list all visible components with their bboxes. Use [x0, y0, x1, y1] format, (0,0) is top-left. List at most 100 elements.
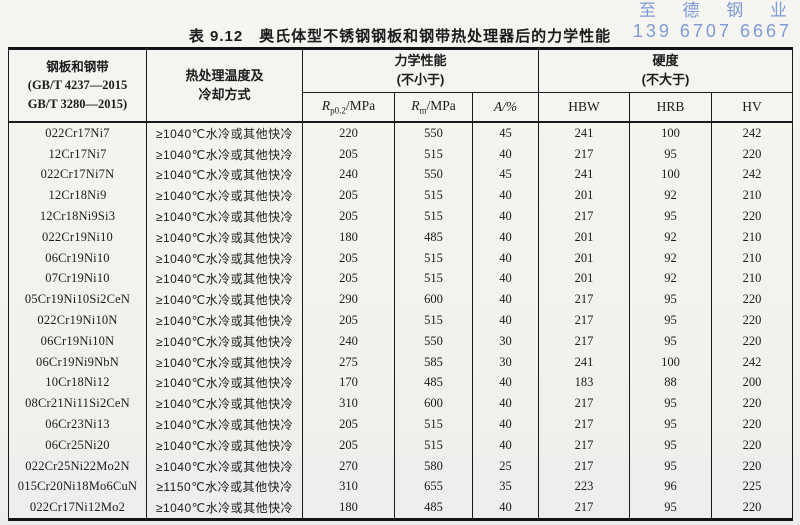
cell-hbw: 217 [538, 143, 630, 165]
cell-rm: 515 [394, 185, 473, 207]
rm-unit: /MPa [426, 98, 456, 114]
header-hrb: HRB [629, 92, 712, 123]
cell-elongation: 40 [472, 206, 539, 227]
cell-elongation: 40 [472, 143, 539, 165]
page-title: 表 9.12 奥氏体型不锈钢钢板和钢带热处理器后的力学性能 [188, 28, 612, 45]
cell-treatment: ≥1040℃水冷或其他快冷 [146, 206, 303, 227]
cell-treatment: ≥1040℃水冷或其他快冷 [146, 434, 303, 456]
cell-rm: 550 [394, 330, 473, 352]
cell-treatment: ≥1040℃水冷或其他快冷 [146, 143, 303, 165]
cell-treatment: ≥1040℃水冷或其他快冷 [146, 289, 303, 311]
cell-hv: 225 [710, 476, 794, 498]
table-row: 12Cr18Ni9Si3 ≥1040℃水冷或其他快冷 205 515 40 21… [8, 206, 794, 227]
cell-hbw: 241 [538, 164, 630, 186]
cell-grade: 022Cr17Ni12Mo2 [8, 497, 147, 520]
cell-elongation: 45 [472, 122, 539, 144]
cell-hbw: 241 [538, 122, 630, 144]
cell-elongation: 40 [472, 414, 539, 435]
cell-treatment: ≥1040℃水冷或其他快冷 [146, 226, 303, 248]
cell-hrb: 95 [629, 206, 712, 227]
cell-hbw: 217 [538, 289, 630, 311]
cell-elongation: 40 [472, 289, 539, 311]
table-row: 06Cr25Ni20 ≥1040℃水冷或其他快冷 205 515 40 217 … [8, 434, 794, 456]
cell-hbw: 217 [538, 206, 630, 227]
cell-hv: 242 [710, 351, 794, 373]
cell-grade: 022Cr25Ni22Mo2N [8, 455, 147, 477]
header-hv: HV [710, 92, 794, 123]
cell-rm: 515 [394, 206, 473, 227]
watermark-phone: 139 6707 6667 [632, 20, 792, 41]
header-mechanical-line2: (不小于) [396, 72, 445, 87]
cell-rp02: 205 [302, 143, 395, 165]
cell-hv: 220 [710, 206, 794, 227]
cell-hrb: 95 [629, 434, 712, 456]
cell-treatment: ≥1040℃水冷或其他快冷 [146, 414, 303, 435]
cell-hv: 242 [710, 164, 794, 186]
cell-hrb: 96 [629, 476, 712, 498]
cell-grade: 12Cr18Ni9Si3 [8, 206, 147, 227]
table-row: 06Cr23Ni13 ≥1040℃水冷或其他快冷 205 515 40 217 … [8, 414, 794, 435]
cell-grade: 06Cr19Ni9NbN [8, 351, 147, 373]
cell-treatment: ≥1040℃水冷或其他快冷 [146, 393, 303, 415]
cell-treatment: ≥1150℃水冷或其他快冷 [146, 476, 303, 498]
cell-hbw: 241 [538, 351, 630, 373]
cell-hbw: 223 [538, 476, 630, 498]
cell-hrb: 92 [629, 247, 712, 269]
table-row: 022Cr17Ni7N ≥1040℃水冷或其他快冷 240 550 45 241… [8, 164, 794, 186]
table-row: 022Cr19Ni10 ≥1040℃水冷或其他快冷 180 485 40 201… [8, 226, 794, 248]
cell-rm: 580 [394, 455, 473, 477]
table-row: 022Cr19Ni10N ≥1040℃水冷或其他快冷 205 515 40 21… [8, 310, 794, 331]
cell-hrb: 95 [629, 455, 712, 477]
cell-hv: 220 [710, 414, 794, 435]
table-row: 10Cr18Ni12 ≥1040℃水冷或其他快冷 170 485 40 183 … [8, 372, 794, 394]
cell-rm: 485 [394, 372, 473, 394]
cell-hv: 220 [710, 497, 794, 520]
cell-rm: 600 [394, 289, 473, 311]
cell-grade: 022Cr17Ni7N [8, 164, 147, 186]
cell-grade: 06Cr19Ni10 [8, 247, 147, 269]
cell-elongation: 40 [472, 268, 539, 290]
cell-elongation: 40 [472, 310, 539, 331]
cell-grade: 06Cr19Ni10N [8, 330, 147, 352]
header-hardness-line1: 硬度 [652, 53, 679, 69]
cell-hrb: 95 [629, 310, 712, 331]
cell-treatment: ≥1040℃水冷或其他快冷 [146, 164, 303, 186]
cell-grade: 015Cr20Ni18Mo6CuN [8, 476, 147, 498]
header-material-line3: GB/T 3280—2015) [27, 96, 128, 111]
cell-hbw: 201 [538, 247, 630, 269]
cell-treatment: ≥1040℃水冷或其他快冷 [146, 185, 303, 207]
cell-hrb: 92 [629, 185, 712, 207]
cell-rm: 550 [394, 122, 473, 144]
cell-hbw: 201 [538, 268, 630, 290]
table-row: 022Cr17Ni12Mo2 ≥1040℃水冷或其他快冷 180 485 40 … [8, 497, 794, 520]
header-elongation: A/% [472, 92, 539, 123]
table-row: 07Cr19Ni10 ≥1040℃水冷或其他快冷 205 515 40 201 … [8, 268, 794, 290]
cell-grade: 12Cr17Ni7 [8, 143, 147, 165]
table-row: 05Cr19Ni10Si2CeN ≥1040℃水冷或其他快冷 290 600 4… [8, 289, 794, 311]
cell-rp02: 275 [302, 351, 395, 373]
cell-treatment: ≥1040℃水冷或其他快冷 [146, 455, 303, 477]
cell-hbw: 217 [538, 434, 630, 456]
cell-elongation: 45 [472, 164, 539, 186]
cell-rm: 485 [394, 497, 473, 520]
cell-hbw: 217 [538, 330, 630, 352]
cell-grade: 022Cr19Ni10 [8, 226, 147, 248]
cell-rm: 655 [394, 476, 473, 498]
cell-elongation: 35 [472, 476, 539, 498]
cell-hrb: 95 [629, 497, 712, 520]
cell-hbw: 183 [538, 372, 630, 394]
header-material-line1: 钢板和钢带 [46, 60, 109, 75]
cell-treatment: ≥1040℃水冷或其他快冷 [146, 268, 303, 290]
cell-rm: 515 [394, 268, 473, 290]
header-mechanical-line1: 力学性能 [394, 53, 447, 69]
cell-rm: 585 [394, 351, 473, 373]
cell-hrb: 95 [629, 414, 712, 435]
cell-rp02: 310 [302, 476, 395, 498]
cell-rp02: 205 [302, 310, 395, 331]
cell-rm: 515 [394, 143, 473, 165]
header-hardness-group: 硬度 (不大于) [537, 48, 794, 93]
cell-treatment: ≥1040℃水冷或其他快冷 [146, 247, 303, 269]
cell-grade: 12Cr18Ni9 [8, 185, 147, 207]
cell-grade: 06Cr25Ni20 [8, 434, 147, 456]
cell-hbw: 201 [538, 226, 630, 248]
